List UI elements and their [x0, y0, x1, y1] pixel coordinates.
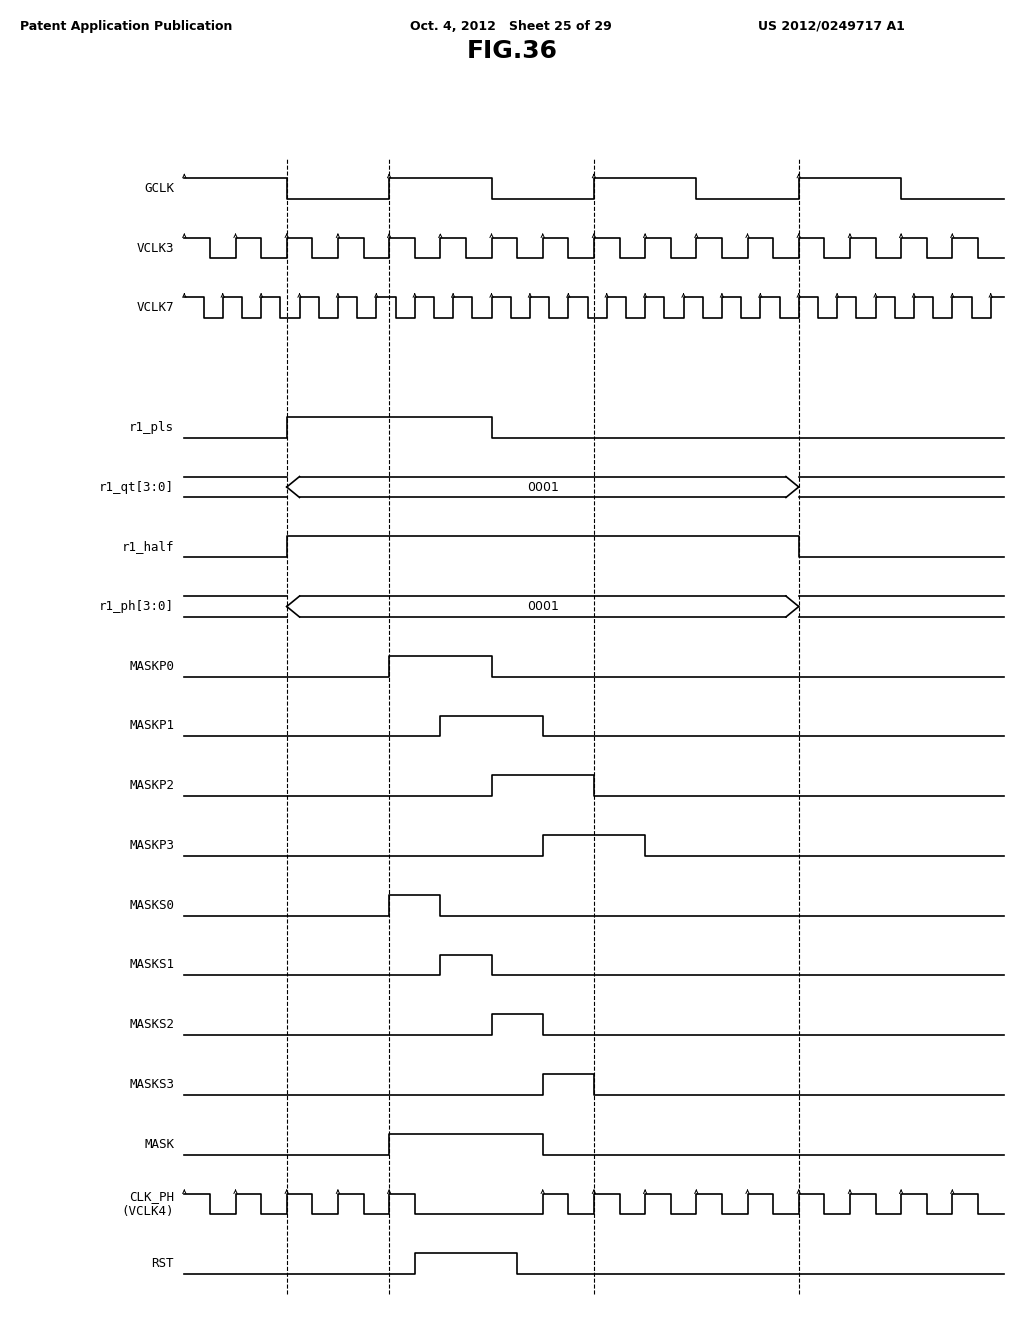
Text: GCLK: GCLK	[144, 182, 174, 195]
Text: MASKS1: MASKS1	[129, 958, 174, 972]
Text: US 2012/0249717 A1: US 2012/0249717 A1	[758, 20, 904, 33]
Text: Oct. 4, 2012   Sheet 25 of 29: Oct. 4, 2012 Sheet 25 of 29	[410, 20, 611, 33]
Text: r1_pls: r1_pls	[129, 421, 174, 434]
Text: CLK_PH
(VCLK4): CLK_PH (VCLK4)	[122, 1189, 174, 1218]
Text: MASKS3: MASKS3	[129, 1078, 174, 1092]
Text: MASKP3: MASKP3	[129, 840, 174, 851]
Text: 0001: 0001	[526, 480, 559, 494]
Text: r1_ph[3:0]: r1_ph[3:0]	[99, 601, 174, 612]
Text: r1_qt[3:0]: r1_qt[3:0]	[99, 480, 174, 494]
Text: MASKP0: MASKP0	[129, 660, 174, 673]
Text: FIG.36: FIG.36	[467, 38, 557, 62]
Text: VCLK7: VCLK7	[136, 301, 174, 314]
Text: MASKS2: MASKS2	[129, 1018, 174, 1031]
Text: MASKP1: MASKP1	[129, 719, 174, 733]
Text: MASKP2: MASKP2	[129, 779, 174, 792]
Text: MASK: MASK	[144, 1138, 174, 1151]
Text: 0001: 0001	[526, 601, 559, 612]
Text: r1_half: r1_half	[122, 540, 174, 553]
Text: Patent Application Publication: Patent Application Publication	[20, 20, 232, 33]
Text: MASKS0: MASKS0	[129, 899, 174, 912]
Text: VCLK3: VCLK3	[136, 242, 174, 255]
Text: RST: RST	[152, 1257, 174, 1270]
